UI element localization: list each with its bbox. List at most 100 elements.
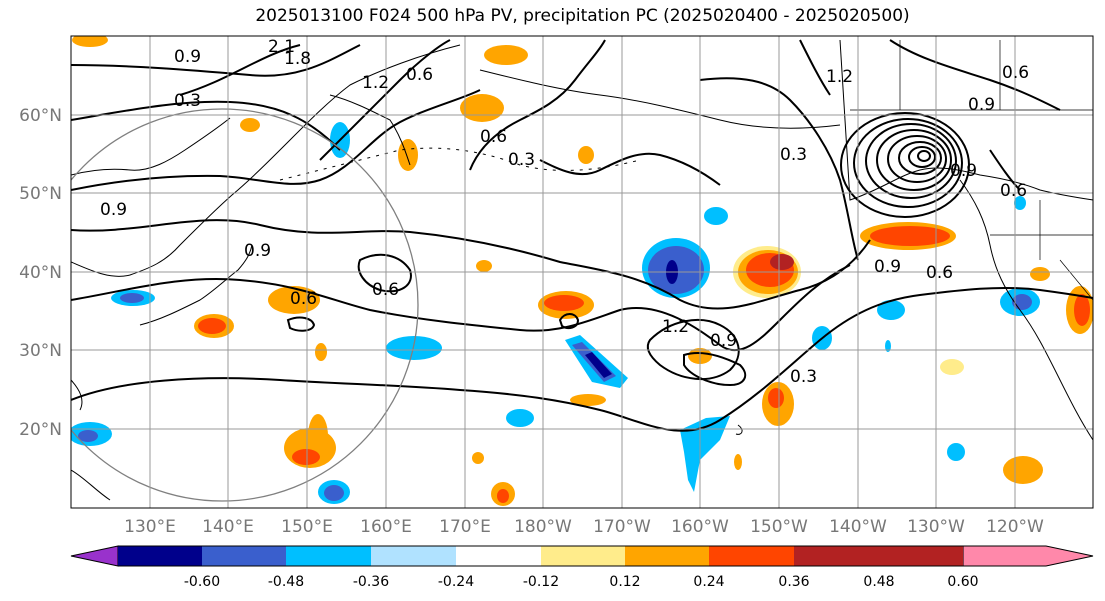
colorbar-extend-max xyxy=(962,545,1094,567)
pv-contour xyxy=(558,313,580,329)
lon-label: 180°W xyxy=(514,517,572,537)
colorbar-tick-label: 0.12 xyxy=(609,574,640,590)
colorbar-segment xyxy=(625,546,709,566)
coastline-china xyxy=(71,379,83,411)
precip-positive-blob xyxy=(497,489,509,503)
lon-label: 130°W xyxy=(907,517,965,537)
precip-negative-blob xyxy=(78,430,98,442)
lat-label-30n: 30°N xyxy=(19,341,62,361)
lat-label-60n: 60°N xyxy=(19,106,62,126)
colorbar-segment xyxy=(541,546,625,566)
pv-contour xyxy=(71,44,361,77)
contour-label: 0.6 xyxy=(290,289,317,309)
precip-positive-blob xyxy=(460,94,504,122)
precip-positive-blob xyxy=(570,394,606,406)
lon-label: 170°E xyxy=(439,517,491,537)
pv-maximum-rings xyxy=(840,112,970,218)
coastline-alaska xyxy=(479,69,841,129)
colorbar-segment xyxy=(118,546,202,566)
colorbar: -0.60 -0.48 -0.36 -0.24 -0.12 0.12 0.24 … xyxy=(70,545,1094,590)
colorbar-tick-label: 0.48 xyxy=(863,574,894,590)
precip-positive-blob xyxy=(544,295,584,311)
precip-positive-blob xyxy=(72,36,108,47)
precip-negative-blob xyxy=(324,485,344,501)
colorbar-segment xyxy=(286,546,371,566)
precip-positive-blob xyxy=(940,359,964,375)
political-borders xyxy=(990,200,1093,301)
precip-negative-blob xyxy=(877,300,905,320)
colorbar-tick-label: -0.60 xyxy=(184,574,220,590)
precip-positive-blob xyxy=(472,452,484,464)
contour-label: 0.9 xyxy=(874,257,901,277)
precip-positive-blob xyxy=(1003,456,1043,484)
pv-contour xyxy=(286,316,316,332)
pv-contour xyxy=(699,77,859,261)
colorbar-outline xyxy=(118,545,1046,567)
contour-label: 0.9 xyxy=(950,161,977,181)
graticule xyxy=(71,36,1093,508)
contour-label: 0.6 xyxy=(926,263,953,283)
lat-label-20n: 20°N xyxy=(19,420,62,440)
pv-contour xyxy=(319,39,451,161)
colorbar-tick-label: -0.12 xyxy=(523,574,559,590)
colorbar-segment xyxy=(709,546,794,566)
lon-label: 140°E xyxy=(202,517,254,537)
contour-label: 0.6 xyxy=(406,65,433,85)
lat-label-40n: 40°N xyxy=(19,263,62,283)
pv-ring xyxy=(887,135,947,183)
pv-contour xyxy=(539,152,721,186)
pv-ring xyxy=(840,112,970,218)
precip-negative-blob xyxy=(1014,196,1026,210)
colorbar-tick-label: 0.36 xyxy=(778,574,809,590)
precip-positive-blob xyxy=(198,318,226,334)
coastline-us-west xyxy=(959,179,1093,441)
precip-negative-blob xyxy=(885,340,891,352)
precip-positive-blob xyxy=(292,449,320,465)
lon-label: 120°W xyxy=(986,517,1044,537)
pv-ring xyxy=(865,123,957,199)
precip-positive-blob xyxy=(398,139,418,171)
contour-label: 0.6 xyxy=(1000,181,1027,201)
pv-ring xyxy=(898,141,942,175)
contour-label: 0.9 xyxy=(174,47,201,67)
longitude-labels: 130°E 140°E 150°E 160°E 170°E 180°W 170°… xyxy=(124,517,1044,537)
coastline-aleutians xyxy=(279,147,641,181)
contour-label: 0.6 xyxy=(1002,63,1029,83)
range-circle xyxy=(71,108,419,502)
pv-ring xyxy=(853,118,963,208)
pv-contour xyxy=(179,44,301,96)
precip-positive-blob xyxy=(734,454,742,470)
contour-label: 0.9 xyxy=(710,331,737,351)
colorbar-tick-label: 0.24 xyxy=(693,574,724,590)
lon-label: 130°E xyxy=(124,517,176,537)
colorbar-tick-label: -0.36 xyxy=(353,574,389,590)
coastline-japan xyxy=(139,244,253,326)
colorbar-ticks: -0.60 -0.48 -0.36 -0.24 -0.12 0.12 0.24 … xyxy=(184,574,979,590)
precip-negative-blob xyxy=(506,409,534,427)
pv-contour xyxy=(71,219,871,310)
pv-contour xyxy=(799,39,831,96)
colorbar-tick-label: -0.24 xyxy=(438,574,474,590)
precip-negative-blob xyxy=(704,207,728,225)
precip-positive-blob xyxy=(870,226,950,246)
precip-positive-blob xyxy=(768,388,784,408)
pv-contour xyxy=(469,39,606,171)
precip-positive-blob xyxy=(240,118,260,132)
contour-label: 0.9 xyxy=(244,241,271,261)
precip-negative-blob xyxy=(585,352,612,378)
pv-contour xyxy=(357,253,412,293)
map-title: 2025013100 F024 500 hPa PV, precipitatio… xyxy=(255,6,910,26)
precip-positive-blob xyxy=(484,45,528,65)
precip-negative-blob xyxy=(680,416,730,492)
colorbar-segment xyxy=(879,546,963,566)
latitude-labels: 60°N 50°N 40°N 30°N 20°N xyxy=(19,106,62,440)
pv-contour xyxy=(71,100,341,151)
contour-label: 0.3 xyxy=(790,367,817,387)
contour-label: 0.3 xyxy=(780,145,807,165)
lon-label: 160°W xyxy=(671,517,729,537)
pv-contour xyxy=(683,352,747,387)
contour-label: 0.6 xyxy=(480,127,507,147)
coastline-asia-inner xyxy=(71,117,231,176)
pv-contour xyxy=(646,319,740,381)
